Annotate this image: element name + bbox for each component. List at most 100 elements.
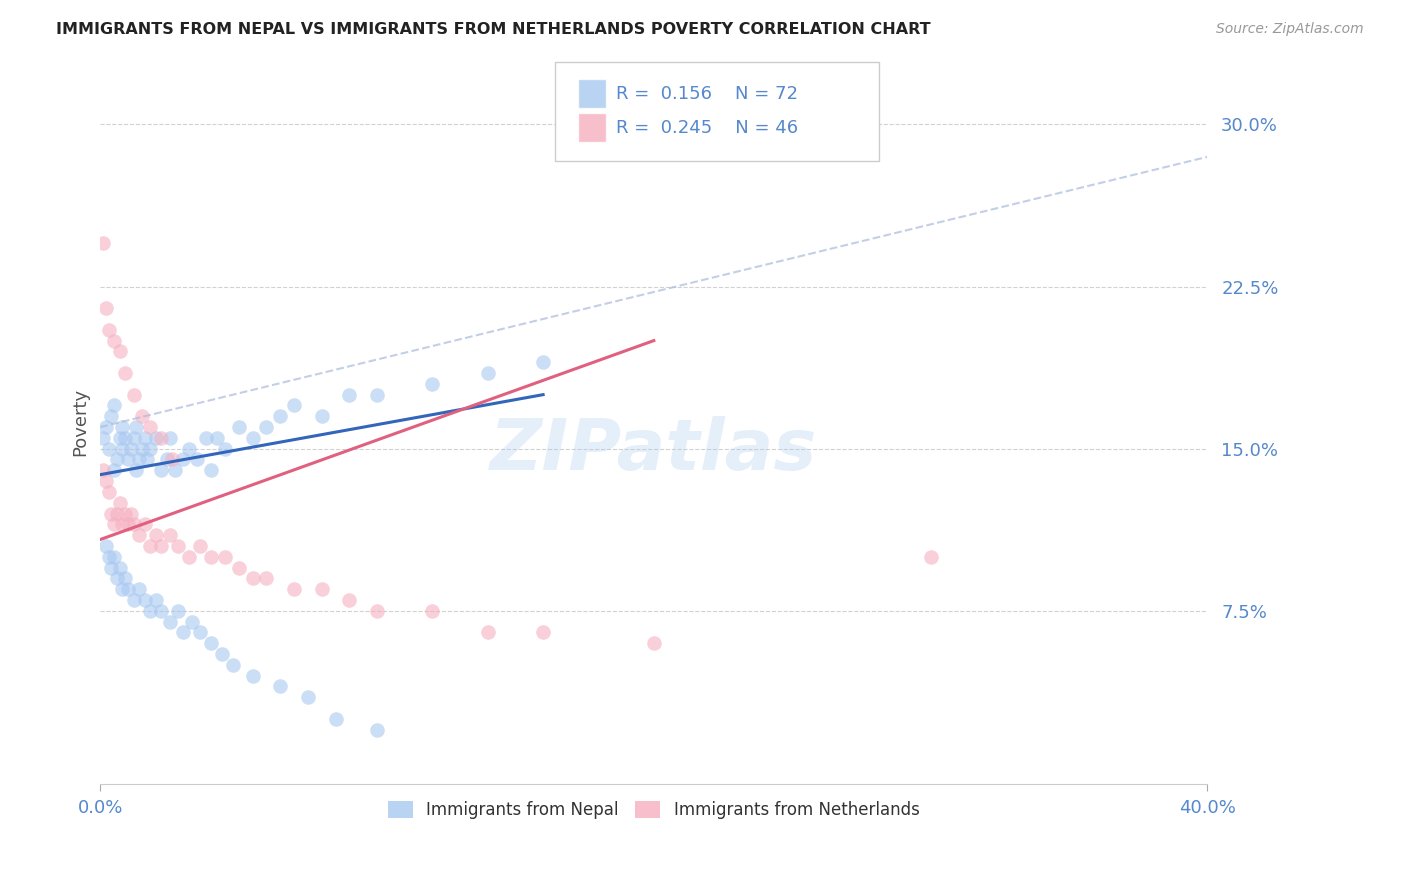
Point — [94, 539, 117, 553]
Point — [269, 680, 291, 694]
Point — [156, 452, 179, 467]
Point — [108, 431, 131, 445]
Point — [120, 507, 142, 521]
Point — [150, 539, 173, 553]
Point — [200, 549, 222, 564]
Point — [97, 549, 120, 564]
Point — [103, 517, 125, 532]
Point — [477, 366, 499, 380]
Point — [114, 507, 136, 521]
Point — [150, 463, 173, 477]
Point — [117, 582, 139, 597]
Point — [91, 431, 114, 445]
Point — [242, 431, 264, 445]
Point — [283, 399, 305, 413]
Point — [111, 517, 134, 532]
Point — [200, 463, 222, 477]
Point — [97, 323, 120, 337]
Point — [145, 593, 167, 607]
Point — [531, 625, 554, 640]
Point — [131, 409, 153, 424]
Point — [422, 604, 444, 618]
Legend: Immigrants from Nepal, Immigrants from Netherlands: Immigrants from Nepal, Immigrants from N… — [381, 795, 927, 826]
Point — [366, 604, 388, 618]
Point — [339, 387, 361, 401]
Point — [159, 528, 181, 542]
Point — [339, 593, 361, 607]
Point — [172, 452, 194, 467]
Text: Source: ZipAtlas.com: Source: ZipAtlas.com — [1216, 22, 1364, 37]
Point — [94, 301, 117, 315]
Point — [269, 409, 291, 424]
Point — [211, 647, 233, 661]
Point — [297, 690, 319, 705]
Point — [122, 593, 145, 607]
Point — [103, 549, 125, 564]
Point — [311, 582, 333, 597]
Point — [150, 431, 173, 445]
Point — [122, 431, 145, 445]
Point — [159, 615, 181, 629]
Point — [242, 571, 264, 585]
Point — [165, 463, 187, 477]
Point — [120, 442, 142, 456]
Point — [139, 539, 162, 553]
Point — [150, 604, 173, 618]
Point — [91, 463, 114, 477]
Point — [108, 496, 131, 510]
Point — [254, 571, 277, 585]
Point — [214, 442, 236, 456]
Point — [111, 582, 134, 597]
Point — [180, 615, 202, 629]
Point — [186, 452, 208, 467]
Point — [477, 625, 499, 640]
Point — [117, 517, 139, 532]
Point — [166, 604, 188, 618]
Point — [94, 474, 117, 488]
Point — [139, 420, 162, 434]
Point — [128, 452, 150, 467]
Point — [188, 539, 211, 553]
Point — [100, 409, 122, 424]
Point — [283, 582, 305, 597]
Y-axis label: Poverty: Poverty — [72, 388, 89, 456]
Point — [145, 528, 167, 542]
Point — [108, 344, 131, 359]
Point — [94, 420, 117, 434]
Point — [134, 431, 156, 445]
Point — [139, 442, 162, 456]
Point — [139, 604, 162, 618]
Point — [114, 366, 136, 380]
Point — [200, 636, 222, 650]
Point — [131, 442, 153, 456]
Point — [325, 712, 347, 726]
Point — [366, 387, 388, 401]
Point — [100, 507, 122, 521]
Point — [122, 517, 145, 532]
Text: R =  0.156    N = 72: R = 0.156 N = 72 — [616, 85, 797, 103]
Point — [205, 431, 228, 445]
Point — [128, 528, 150, 542]
Point — [242, 668, 264, 682]
Point — [177, 442, 200, 456]
Point — [136, 452, 159, 467]
Text: ZIPatlas: ZIPatlas — [491, 417, 817, 485]
Point — [159, 431, 181, 445]
Text: IMMIGRANTS FROM NEPAL VS IMMIGRANTS FROM NETHERLANDS POVERTY CORRELATION CHART: IMMIGRANTS FROM NEPAL VS IMMIGRANTS FROM… — [56, 22, 931, 37]
Point — [122, 387, 145, 401]
Point — [311, 409, 333, 424]
Point — [111, 420, 134, 434]
Point — [134, 593, 156, 607]
Point — [125, 420, 148, 434]
Point — [91, 236, 114, 251]
Point — [531, 355, 554, 369]
Point — [103, 334, 125, 348]
Point — [177, 549, 200, 564]
Point — [100, 560, 122, 574]
Point — [114, 431, 136, 445]
Point — [125, 463, 148, 477]
Point — [105, 507, 128, 521]
Point — [117, 452, 139, 467]
Point — [108, 560, 131, 574]
Point — [103, 463, 125, 477]
